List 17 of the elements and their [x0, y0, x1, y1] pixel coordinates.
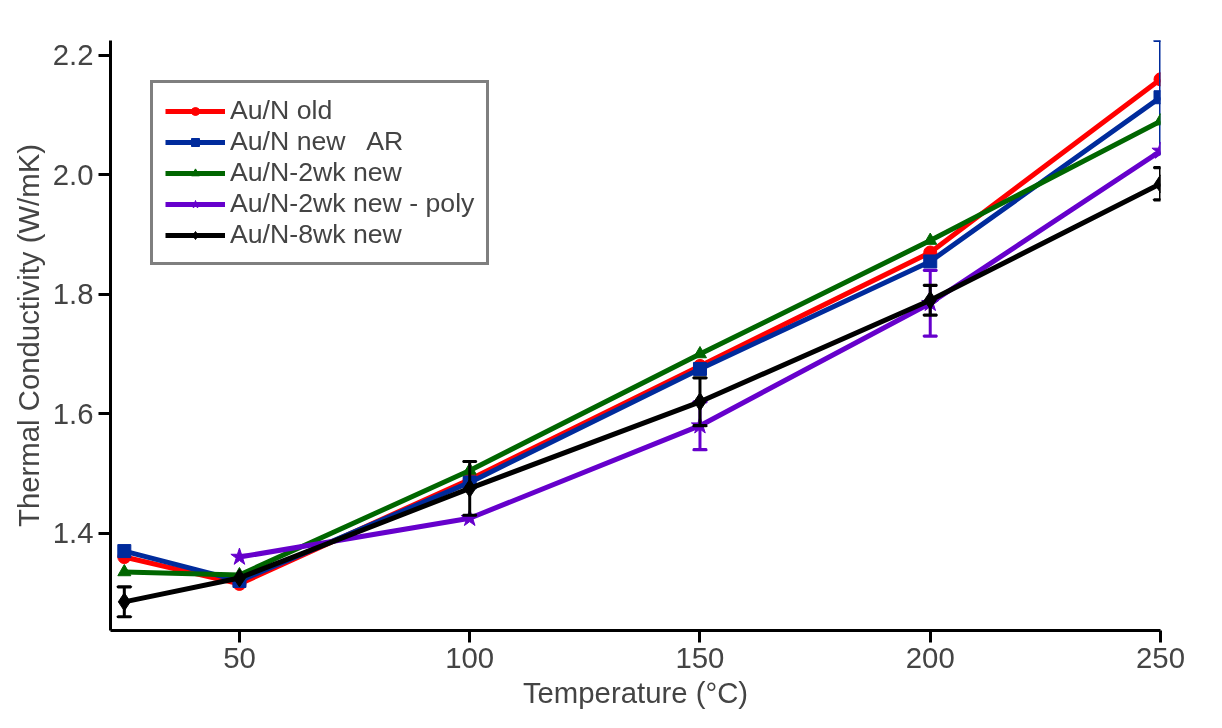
y-tick-label: 2.0	[52, 157, 94, 191]
x-tick-label: 150	[675, 640, 725, 674]
y-tick-label: 2.2	[52, 38, 94, 72]
x-tick-label: 250	[1136, 640, 1185, 674]
x-tick-label: 50	[223, 640, 256, 674]
legend-label: Au/N-8wk new	[230, 219, 402, 250]
x-tick-label: 100	[445, 640, 495, 674]
legend-label: Au/N-2wk new - poly	[230, 188, 475, 219]
legend-label: Au/N old	[230, 95, 333, 126]
x-axis-title: Temperature (°C)	[522, 675, 749, 709]
x-tick-label: 200	[905, 640, 955, 674]
legend-label: Au/N new AR	[230, 126, 404, 157]
y-tick-label: 1.6	[52, 396, 94, 430]
y-tick-label: 1.4	[52, 516, 94, 550]
legend-label: Au/N-2wk new	[230, 157, 402, 188]
y-tick-label: 1.8	[52, 277, 94, 311]
y-axis-title: Thermal Conductivity (W/mK)	[11, 144, 45, 527]
